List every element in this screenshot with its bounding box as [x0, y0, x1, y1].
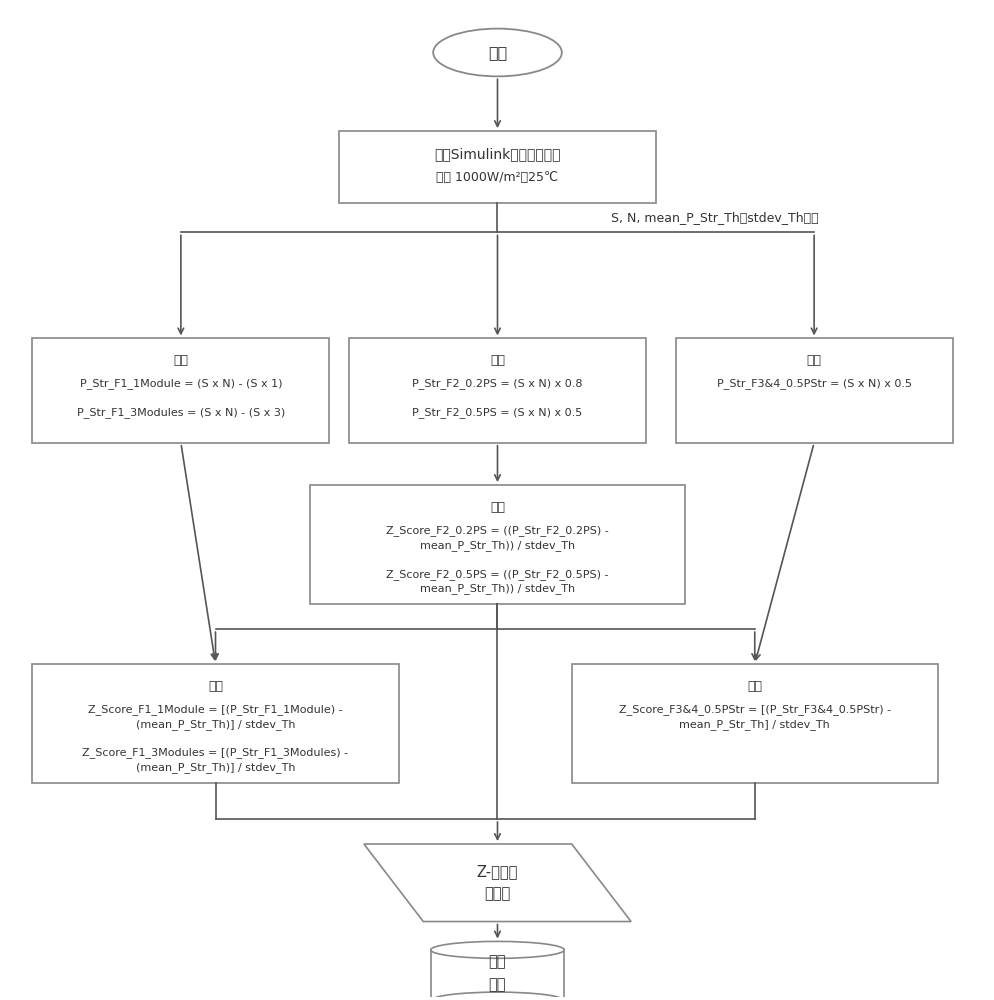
Ellipse shape — [430, 941, 564, 958]
Text: 计算: 计算 — [489, 354, 505, 367]
Text: Z-分数数
据范围: Z-分数数 据范围 — [476, 864, 518, 901]
Text: 计算: 计算 — [489, 501, 505, 514]
Text: 计算: 计算 — [173, 354, 188, 367]
Text: Z_Score_F2_0.2PS = ((P_Str_F2_0.2PS) -
mean_P_Str_Th)) / stdev_Th

Z_Score_F2_0.: Z_Score_F2_0.2PS = ((P_Str_F2_0.2PS) - m… — [386, 525, 608, 594]
Text: 开始: 开始 — [487, 45, 507, 60]
Text: 数据
存储: 数据 存储 — [488, 955, 506, 992]
Text: P_Str_F1_1Module = (S x N) - (S x 1)

P_Str_F1_3Modules = (S x N) - (S x 3): P_Str_F1_1Module = (S x N) - (S x 1) P_S… — [77, 378, 284, 418]
Text: 计算: 计算 — [746, 680, 761, 693]
Text: Z_Score_F3&4_0.5PStr = [(P_Str_F3&4_0.5PStr) -
mean_P_Str_Th] / stdev_Th: Z_Score_F3&4_0.5PStr = [(P_Str_F3&4_0.5P… — [618, 704, 890, 730]
Text: 电站 1000W/m²和25℃: 电站 1000W/m²和25℃ — [436, 171, 558, 184]
Text: S, N, mean_P_Str_Th、stdev_Th的值: S, N, mean_P_Str_Th、stdev_Th的值 — [610, 212, 818, 225]
Text: 利用Simulink模拟理论光伏: 利用Simulink模拟理论光伏 — [433, 147, 561, 161]
Text: 计算: 计算 — [208, 680, 223, 693]
Text: P_Str_F2_0.2PS = (S x N) x 0.8

P_Str_F2_0.5PS = (S x N) x 0.5: P_Str_F2_0.2PS = (S x N) x 0.8 P_Str_F2_… — [412, 378, 582, 418]
Text: P_Str_F3&4_0.5PStr = (S x N) x 0.5: P_Str_F3&4_0.5PStr = (S x N) x 0.5 — [716, 378, 911, 389]
Bar — [430, 950, 564, 1000]
Text: Z_Score_F1_1Module = [(P_Str_F1_1Module) -
(mean_P_Str_Th)] / stdev_Th

Z_Score_: Z_Score_F1_1Module = [(P_Str_F1_1Module)… — [83, 704, 348, 773]
Text: 计算: 计算 — [806, 354, 821, 367]
